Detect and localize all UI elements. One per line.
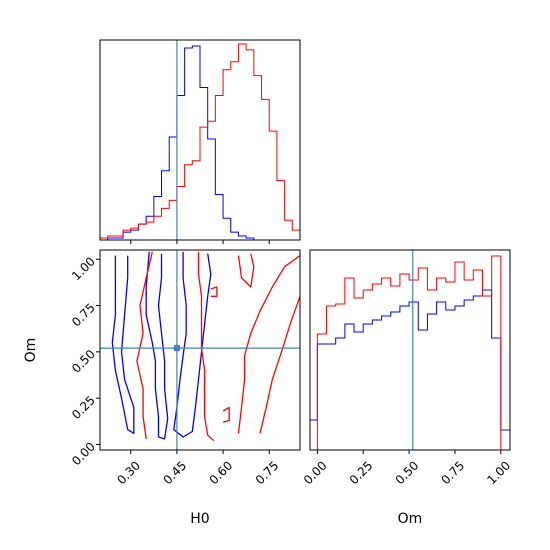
- om-ytick-label-4: 1.00: [69, 254, 98, 283]
- contour-line-9: [210, 286, 218, 297]
- h0-xtick-label-3: 0.75: [253, 458, 282, 487]
- om-ytick-label-2: 0.50: [69, 347, 98, 376]
- om-marginal-frame: [309, 249, 511, 451]
- contour-line-5: [237, 255, 300, 434]
- om-xtick-label-3: 0.75: [439, 458, 468, 487]
- om-histogram-series-1: [310, 255, 510, 450]
- h0-xtick-label-2: 0.60: [207, 458, 236, 487]
- contour-line-1: [145, 251, 169, 440]
- contour-line-3: [136, 251, 153, 439]
- om-xtick-label-2: 0.50: [393, 458, 422, 487]
- x-axis-label-om: Om: [398, 511, 423, 527]
- h0-xtick-label-1: 0.45: [160, 458, 189, 487]
- contour-line-2: [173, 251, 212, 438]
- om-xtick-label-0: 0.00: [301, 458, 330, 487]
- om-histogram-series-0: [310, 289, 510, 450]
- h0-marginal-ticks: [130, 240, 270, 244]
- contour-line-8: [237, 253, 255, 288]
- h0-om-ticks: 0.30 0.45 0.60 0.75 0.00 0.25 0.50 0.75 1.00: [69, 254, 281, 487]
- truth-marker: [173, 345, 180, 352]
- h0-xtick-label-0: 0.30: [114, 458, 143, 487]
- om-marginal-plot-area: [310, 250, 510, 450]
- contour-line-6: [259, 296, 300, 434]
- h0-marginal-plot-area: [100, 40, 300, 240]
- h0-om-contour-panel: 0.30 0.45 0.60 0.750.000.250.500.751.00 H0 …: [23, 249, 301, 527]
- om-ytick-label-0: 0.00: [69, 439, 98, 468]
- h0-histogram-series-0: [100, 45, 300, 240]
- h0-om-frame: [99, 249, 301, 451]
- contour-line-0: [111, 255, 135, 434]
- h0-om-plot-area: [100, 250, 300, 450]
- x-axis-label-h0: H0: [190, 511, 209, 527]
- om-marginal-ticks: 0.00 0.25 0.50 0.75 1.00: [301, 450, 513, 487]
- contour-line-4: [197, 251, 215, 442]
- om-xtick-label-1: 0.25: [347, 458, 376, 487]
- h0-marginal-frame: [99, 39, 301, 241]
- om-marginal-panel: 0.00 0.25 0.50 0.75 1.00 Om: [301, 249, 513, 527]
- om-ytick-label-1: 0.25: [69, 393, 98, 422]
- h0-histogram-series-1: [100, 43, 300, 240]
- contour-line-7: [222, 406, 230, 423]
- y-axis-label-om: Om: [23, 338, 39, 363]
- om-xtick-label-4: 1.00: [484, 458, 513, 487]
- h0-marginal-panel: [99, 39, 301, 244]
- om-ytick-label-3: 0.75: [69, 301, 98, 330]
